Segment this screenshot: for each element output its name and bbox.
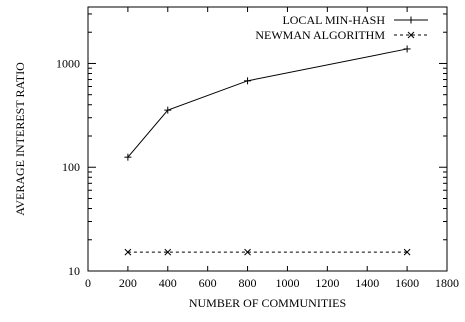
x-tick-label: 0 xyxy=(85,276,91,290)
series-2-point xyxy=(124,248,132,256)
series-1-point xyxy=(244,77,252,85)
x-tick-label: 1800 xyxy=(435,276,459,290)
series-2-point xyxy=(244,248,251,256)
x-axis-title: NUMBER OF COMMUNITIES xyxy=(189,296,346,310)
legend-marker-1 xyxy=(407,16,415,24)
y-tick-label: 10 xyxy=(68,264,80,278)
y-tick-label: 1000 xyxy=(56,56,80,70)
series-layer xyxy=(124,45,411,256)
series-2-point xyxy=(164,248,172,256)
plot-frame-group xyxy=(87,6,448,272)
y-axis-ticks: 10 100 1000 xyxy=(56,13,447,278)
x-tick-label: 1200 xyxy=(315,276,339,290)
x-tick-label: 1000 xyxy=(275,276,299,290)
legend-marker-2 xyxy=(407,31,415,39)
x-tick-label: 400 xyxy=(159,276,177,290)
series-1-point xyxy=(124,153,132,161)
y-tick-label: 100 xyxy=(62,160,80,174)
y-axis-title: AVERAGE INTEREST RATIO xyxy=(13,62,27,216)
x-tick-label: 1600 xyxy=(395,276,419,290)
series-line-1 xyxy=(127,48,408,158)
x-axis-ticks: 0 200 400 600 800 1000 1200 1400 1600 1800 xyxy=(85,7,459,290)
series-1-point xyxy=(403,45,411,53)
plot-frame xyxy=(87,6,448,272)
legend-label-2: NEWMAN ALGORITHM xyxy=(255,28,385,42)
x-tick-label: 800 xyxy=(239,276,257,290)
x-tick-label: 600 xyxy=(199,276,217,290)
series-2-point xyxy=(403,248,411,256)
legend-label-1: LOCAL MIN-HASH xyxy=(282,13,385,27)
x-tick-label: 1400 xyxy=(355,276,379,290)
series-1-point xyxy=(164,106,172,114)
x-tick-label: 200 xyxy=(119,276,137,290)
